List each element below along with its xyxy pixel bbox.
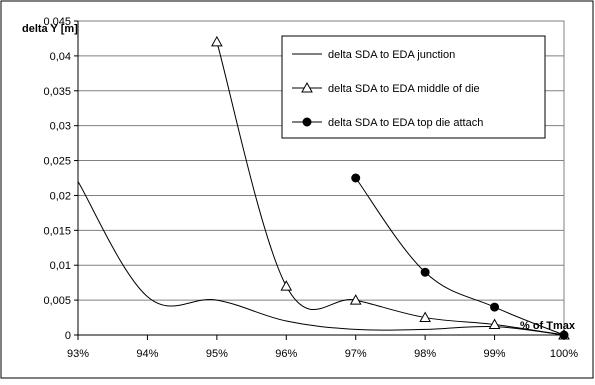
- axes: 0 0,005 0,01 0,015 0,02 0,025 0,03 0,035 0,04 0,0…: [43, 16, 578, 360]
- legend-label: delta SDA to EDA top die attach: [328, 117, 483, 129]
- circle-data-point: [351, 173, 361, 183]
- triangle-data-point: [211, 35, 223, 47]
- legend-label: delta SDA to EDA middle of die: [328, 83, 480, 95]
- x-tick-label: 98%: [414, 348, 436, 360]
- legend-triangle-marker: [301, 81, 313, 93]
- circle-data-point: [559, 330, 569, 340]
- x-tick-label: 99%: [484, 348, 506, 360]
- triangle-data-point: [488, 318, 501, 330]
- y-tick-label: 0: [65, 330, 71, 342]
- y-tick-label: 0,035: [43, 86, 71, 98]
- legend-box: [281, 35, 546, 139]
- y-tick-label: 0,045: [43, 16, 71, 28]
- y-tick-label: 0,01: [50, 260, 71, 272]
- circle-data-point: [490, 302, 500, 312]
- y-tick-label: 0,03: [50, 121, 71, 133]
- series-layer: [77, 35, 570, 340]
- legend: delta SDA to EDA junction delta SDA to ED…: [281, 35, 546, 139]
- x-tick-label: 95%: [206, 348, 228, 360]
- series-line: [77, 181, 565, 336]
- x-tick-label: 96%: [275, 348, 297, 360]
- series-1: [77, 181, 565, 336]
- triangle-data-point: [349, 294, 362, 305]
- y-tick-label: 0,005: [43, 295, 71, 307]
- x-tick-label: 100%: [550, 348, 578, 360]
- x-tick-label: 97%: [345, 348, 367, 360]
- y-tick-label: 0,015: [43, 225, 71, 237]
- x-axis-title: % of Tmax: [520, 320, 576, 332]
- triangle-data-point: [419, 311, 431, 323]
- x-tick-label: 93%: [67, 348, 89, 360]
- y-tick-label: 0,04: [50, 51, 71, 63]
- x-tick-label: 94%: [136, 348, 158, 360]
- y-tick-label: 0,02: [50, 190, 71, 202]
- y-axis-title: delta Y [m]: [22, 23, 78, 35]
- legend-label: delta SDA to EDA junction: [328, 49, 455, 61]
- series-3: [351, 173, 569, 340]
- y-tick-label: 0,025: [43, 156, 71, 168]
- legend-circle-marker: [302, 117, 312, 127]
- triangle-data-point: [280, 280, 293, 291]
- series-line: [355, 177, 565, 336]
- circle-data-point: [420, 267, 430, 277]
